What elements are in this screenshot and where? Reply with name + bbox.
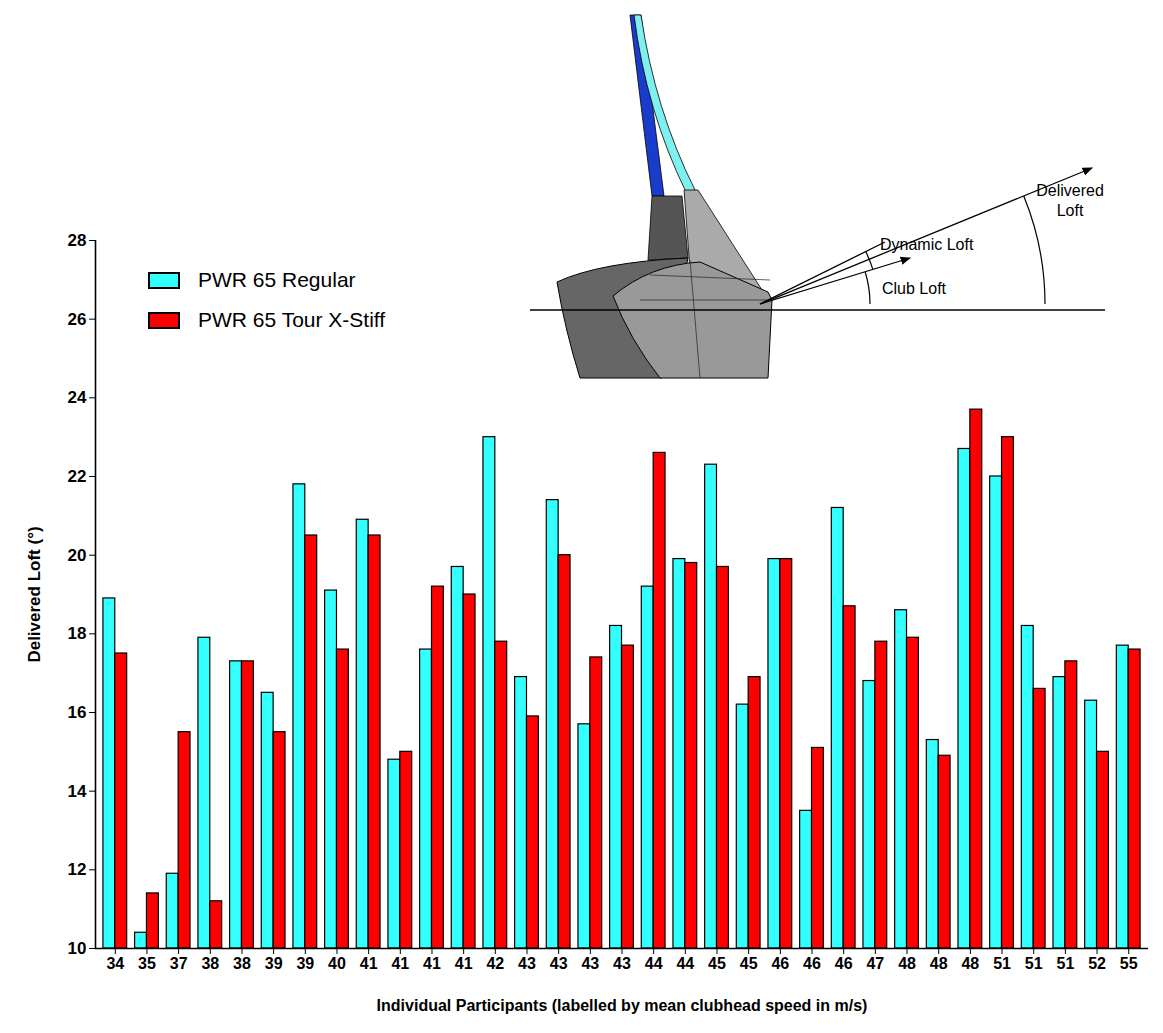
svg-text:43: 43 — [550, 955, 568, 972]
svg-text:48: 48 — [961, 955, 979, 972]
svg-text:43: 43 — [518, 955, 536, 972]
svg-text:51: 51 — [993, 955, 1011, 972]
svg-text:46: 46 — [803, 955, 821, 972]
svg-text:35: 35 — [138, 955, 156, 972]
svg-text:38: 38 — [233, 955, 251, 972]
svg-text:Individual Participants (label: Individual Participants (labelled by mea… — [377, 997, 868, 1014]
svg-text:44: 44 — [645, 955, 663, 972]
svg-text:52: 52 — [1088, 955, 1106, 972]
svg-text:46: 46 — [835, 955, 853, 972]
svg-text:41: 41 — [455, 955, 473, 972]
svg-text:39: 39 — [296, 955, 314, 972]
svg-text:46: 46 — [771, 955, 789, 972]
svg-text:12: 12 — [68, 860, 87, 879]
svg-text:20: 20 — [68, 546, 87, 565]
svg-text:41: 41 — [360, 955, 378, 972]
svg-text:48: 48 — [930, 955, 948, 972]
svg-text:Delivered Loft (°): Delivered Loft (°) — [25, 526, 44, 662]
svg-text:45: 45 — [740, 955, 758, 972]
html-text:PWR 65 Regular: PWR 65 Regular — [198, 268, 356, 291]
svg-text:22: 22 — [68, 467, 87, 486]
svg-text:45: 45 — [708, 955, 726, 972]
svg-text:16: 16 — [68, 703, 87, 722]
svg-text:47: 47 — [866, 955, 884, 972]
svg-text:DeliveredLoft: DeliveredLoft — [1036, 182, 1104, 219]
svg-text:44: 44 — [676, 955, 694, 972]
svg-text:34: 34 — [106, 955, 124, 972]
svg-text:28: 28 — [68, 231, 87, 250]
svg-text:43: 43 — [581, 955, 599, 972]
svg-text:24: 24 — [68, 388, 87, 407]
svg-text:43: 43 — [613, 955, 631, 972]
svg-text:18: 18 — [68, 624, 87, 643]
svg-text:55: 55 — [1120, 955, 1138, 972]
svg-text:41: 41 — [423, 955, 441, 972]
html-text:PWR 65 Tour X-Stiff: PWR 65 Tour X-Stiff — [198, 308, 386, 331]
svg-text:14: 14 — [68, 782, 87, 801]
svg-text:38: 38 — [201, 955, 219, 972]
svg-text:48: 48 — [898, 955, 916, 972]
svg-text:37: 37 — [170, 955, 188, 972]
svg-text:Club Loft: Club Loft — [882, 280, 947, 297]
svg-text:Dynamic Loft: Dynamic Loft — [880, 236, 974, 253]
svg-text:26: 26 — [68, 310, 87, 329]
svg-text:39: 39 — [265, 955, 283, 972]
svg-text:40: 40 — [328, 955, 346, 972]
svg-text:51: 51 — [1056, 955, 1074, 972]
svg-text:41: 41 — [391, 955, 409, 972]
svg-text:10: 10 — [68, 939, 87, 958]
svg-text:42: 42 — [486, 955, 504, 972]
svg-text:51: 51 — [1025, 955, 1043, 972]
